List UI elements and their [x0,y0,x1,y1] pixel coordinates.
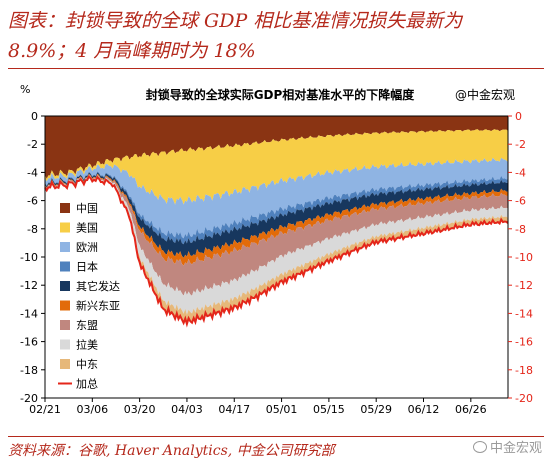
y-unit-label: % [20,83,30,96]
legend-swatch [60,222,70,233]
y-tick-label-left: -2 [27,138,38,151]
wechat-icon [472,441,487,453]
source-note: 资料来源：谷歌, Haver Analytics, 中金公司研究部 [8,443,335,459]
legend-swatch [60,281,70,291]
top-rule [8,68,544,69]
y-tick-label-right: -14 [515,307,533,320]
y-tick-label-right: -2 [515,138,526,151]
y-tick-label-right: -20 [515,392,533,405]
y-tick-label-left: -8 [27,223,38,236]
y-tick-label-right: -8 [515,223,526,236]
x-tick-label: 06/12 [408,403,440,416]
area-series-5 [45,172,508,258]
plot-area [44,116,509,328]
legend-label: 中国 [76,202,98,215]
y-tick-label-right: 0 [515,110,522,123]
page-title: 图表：封锁导致的全球 GDP 相比基准情况损失最新为 8.9%；4 月高峰期时为… [8,6,544,66]
legend-swatch [60,359,70,369]
x-tick-label: 02/21 [29,403,61,416]
area-series-8 [45,175,508,315]
y-tick-label-right: -12 [515,279,533,292]
area-series-1 [45,116,508,179]
legend-label: 欧洲 [76,241,98,254]
legend-swatch [60,320,70,330]
legend-swatch [60,339,70,350]
y-tick-label-left: -12 [20,279,38,292]
x-tick-label: 03/20 [124,403,156,416]
watermark-text: 中金宏观 [489,441,542,456]
legend-label-total: 加总 [76,377,98,391]
title-line-1: 图表：封锁导致的全球 GDP 相比基准情况损失最新为 [8,10,463,32]
y-tick-label-right: -16 [515,336,533,349]
chart-title: 封锁导致的全球实际GDP相对基准水平的下降幅度 [146,87,416,102]
x-tick-label: 05/29 [360,403,392,416]
y-tick-label-right: -10 [515,251,533,264]
legend-swatch [60,261,70,272]
y-tick-label-left: -10 [20,251,38,264]
legend-label: 日本 [76,260,98,274]
y-tick-label-left: -16 [20,336,38,349]
y-tick-label-right: -18 [515,364,533,377]
legend-swatch [60,203,70,213]
y-tick-label-left: -6 [27,195,38,208]
chart-annotation: @中金宏观 [455,87,515,102]
legend-swatch [60,300,70,311]
y-tick-label-right: -4 [515,166,526,179]
axes: 0 0 -2 -2 -4 -4 -6 -6 -8 -8 -10 -10 -12 -12 -14 -14 -16 -… [20,110,533,416]
area-series-2 [45,129,508,205]
legend-label: 新兴东亚 [76,299,120,313]
legend-label: 中东 [76,358,98,371]
gdp-loss-chart: 0 0 -2 -2 -4 -4 -6 -6 -8 -8 -10 -10 -12 -12 -14 -14 -16 -… [20,83,533,416]
y-tick-label-left: -4 [27,166,38,179]
x-tick-label: 04/03 [171,403,203,416]
x-tick-label: 05/15 [313,403,345,416]
y-tick-label-left: -20 [20,392,38,405]
area-series-7 [45,174,508,296]
title-line-2: 8.9%；4 月高峰期时为 18% [8,40,256,62]
area-series-3 [45,157,508,239]
area-series-4 [45,171,508,245]
y-tick-label-left: -18 [20,364,38,377]
x-tick-label: 05/01 [266,403,298,416]
x-tick-label: 04/17 [218,403,250,416]
bottom-rule [8,436,544,437]
legend-label: 其它发达 [76,279,120,293]
y-tick-label-left: -14 [20,307,38,320]
y-tick-label-left: 0 [31,110,38,123]
legend-label: 美国 [76,222,98,235]
legend-swatch [60,242,70,252]
x-tick-label: 06/26 [455,403,487,416]
x-tick-label: 03/06 [76,403,108,416]
y-tick-label-right: -6 [515,195,526,208]
watermark: 中金宏观 [472,437,542,456]
legend-label: 东盟 [76,319,98,332]
total-line [44,174,509,328]
legend-label: 拉美 [76,338,98,352]
